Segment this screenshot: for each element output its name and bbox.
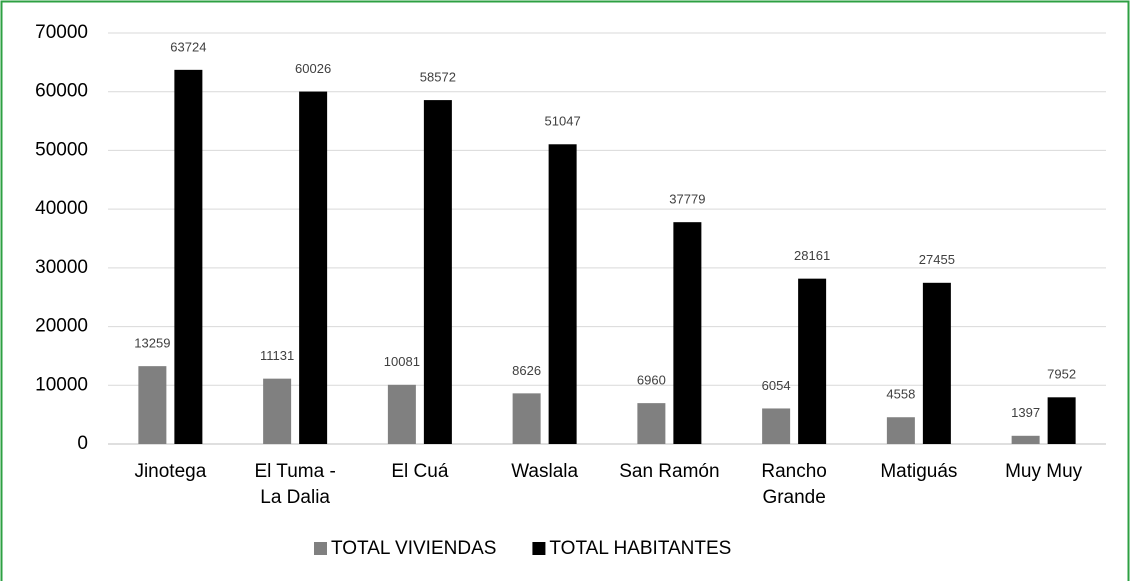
value-label: 10081: [384, 354, 420, 369]
bar: [548, 144, 577, 444]
x-tick-label: Matiguás: [880, 461, 957, 482]
bar: [798, 278, 827, 444]
bar: [138, 366, 167, 444]
x-tick-label: El Cuá: [391, 461, 448, 482]
y-tick-label: 50000: [35, 139, 88, 160]
bar: [512, 393, 541, 444]
y-tick-label: 60000: [35, 81, 88, 102]
legend-label: TOTAL VIVIENDAS: [331, 538, 496, 559]
bar: [1047, 397, 1076, 444]
bar: [922, 282, 951, 444]
value-label: 11131: [260, 348, 294, 363]
legend-label: TOTAL HABITANTES: [549, 538, 731, 559]
value-label: 58572: [420, 70, 456, 85]
bar: [637, 403, 666, 444]
value-label: 6054: [762, 378, 791, 393]
x-tick-label: Muy Muy: [1005, 461, 1083, 482]
value-label: 8626: [512, 363, 541, 378]
value-label: 28161: [794, 248, 830, 263]
value-label: 1397: [1011, 405, 1040, 420]
y-tick-label: 0: [77, 433, 88, 454]
value-label: 51047: [545, 114, 581, 129]
bar: [762, 408, 791, 444]
value-label: 37779: [669, 192, 705, 207]
bar: [673, 222, 702, 444]
bar: [1011, 435, 1040, 444]
x-tick-label: Rancho Grande: [761, 461, 827, 508]
x-tick-label: Waslala: [511, 461, 578, 482]
bar: [387, 384, 416, 444]
y-tick-label: 70000: [35, 22, 88, 43]
y-tick-label: 30000: [35, 257, 88, 278]
bar: [263, 378, 292, 444]
x-tick-label: El Tuma -La Dalia: [254, 461, 335, 508]
y-tick-label: 10000: [35, 374, 88, 395]
value-label: 6960: [637, 373, 666, 388]
value-label: 63724: [170, 39, 206, 54]
bar: [299, 91, 328, 444]
legend-swatch: [314, 542, 327, 555]
bar: [423, 100, 452, 444]
x-tick-label: Jinotega: [134, 461, 206, 482]
value-label: 4558: [886, 387, 915, 402]
bar: [174, 69, 203, 444]
y-tick-label: 40000: [35, 198, 88, 219]
value-label: 60026: [295, 61, 331, 76]
x-tick-label: San Ramón: [619, 461, 719, 482]
y-tick-label: 20000: [35, 316, 88, 337]
legend-swatch: [532, 542, 546, 555]
value-label: 13259: [134, 336, 170, 351]
value-label: 7952: [1047, 367, 1076, 382]
bar: [886, 417, 915, 444]
value-label: 27455: [919, 252, 955, 267]
